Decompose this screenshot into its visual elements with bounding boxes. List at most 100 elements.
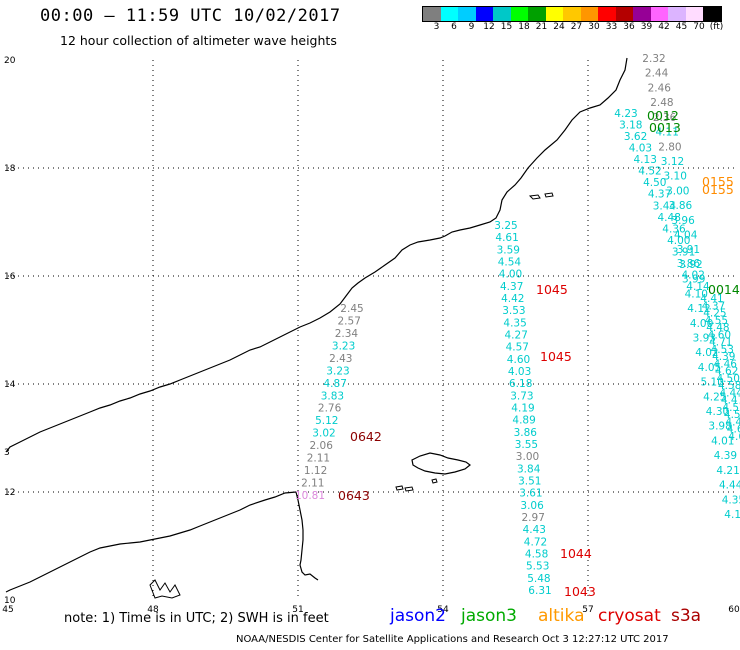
color-swatch [563, 7, 581, 21]
wave-height-value: 2.76 [318, 403, 342, 415]
small-island-b [544, 192, 554, 198]
color-swatch [475, 7, 493, 21]
color-scale-label: 9 [468, 22, 475, 32]
wave-height-value: 3.23 [326, 365, 349, 377]
small-island-c [395, 485, 404, 491]
color-scale-label: (ft) [709, 22, 724, 32]
color-swatch [423, 7, 441, 21]
color-scale-label: 24 [553, 22, 565, 32]
legend-entry-jason2: jason2 [390, 606, 446, 626]
wave-height-value: 4.14 [686, 281, 710, 293]
wave-height-value: 4.39 [714, 450, 737, 462]
color-swatch [703, 7, 721, 21]
lat-lon-grid [8, 60, 734, 600]
color-swatch [545, 7, 563, 21]
wave-height-value: 4.43 [725, 417, 740, 429]
color-swatch [440, 7, 458, 21]
wave-height-value: 4.58 [718, 380, 740, 392]
longitude-label: 45 [2, 605, 13, 615]
pass-time-label: 1045 [540, 349, 572, 364]
wave-height-value: 2.46 [648, 82, 672, 94]
wave-height-value: 4.46 [714, 358, 738, 370]
wave-height-value: 4.66 [728, 431, 740, 443]
wave-height-value: 4.05 [698, 362, 721, 374]
wave-height-value: 3.25 [494, 220, 517, 232]
color-scale-label: 70 [693, 22, 705, 32]
longitude-label: 48 [147, 605, 159, 615]
wave-height-value: 4.00 [667, 235, 690, 247]
wave-height-value: 2.44 [645, 68, 669, 80]
wave-height-value: 4.57 [506, 342, 529, 354]
wave-height-value: 3.44 [653, 200, 677, 212]
wave-height-value: 3.86 [677, 258, 701, 270]
wave-height-value: 4.00 [499, 269, 522, 281]
color-scale-label: 12 [483, 22, 495, 32]
wave-height-value: 4.36 [662, 223, 686, 235]
wave-height-value: 3.51 [518, 476, 541, 488]
wave-height-value: 2.36 [653, 112, 677, 124]
wave-height-value: 4.89 [512, 415, 535, 427]
wave-height-value: 3.59 [497, 244, 520, 256]
wave-height-value: 4.37 [702, 300, 725, 312]
wave-height-value: 5.12 [315, 415, 338, 427]
wave-height-value: 6.31 [528, 585, 551, 597]
wave-height-value: 4.00 [690, 318, 713, 330]
color-scale-label: 33 [605, 22, 618, 32]
wave-height-value: 4.42 [501, 293, 524, 305]
wave-height-value: 4.58 [525, 549, 548, 561]
units-note: note: 1) Time is in UTC; 2) SWH is in fe… [64, 611, 329, 626]
wave-height-value: 4.03 [629, 143, 652, 155]
latitude-label: 20 [4, 56, 16, 66]
wave-height-value: 3.91 [672, 246, 695, 258]
wave-height-value: 5.48 [527, 573, 550, 585]
color-scale-label: 27 [570, 22, 583, 32]
wave-height-value: 4.35 [503, 317, 526, 329]
wave-height-value: 4.37 [500, 281, 523, 293]
longitude-label: 57 [582, 605, 593, 615]
color-swatch [615, 7, 633, 21]
wave-height-value: 3.06 [520, 500, 544, 512]
wave-height-value: 3.55 [515, 439, 538, 451]
latitude-label: 14 [4, 380, 16, 390]
color-scale-label: 39 [640, 22, 653, 32]
longitude-label: 54 [437, 605, 449, 615]
wave-height-value: 2.32 [642, 53, 665, 65]
axis-tick-labels: 45 48 51 54 57 60 20 18 16 14 12 10 3 [2, 56, 740, 615]
pass-time-label: 0014 [708, 282, 740, 297]
wave-height-value: 2.48 [650, 97, 673, 109]
wave-height-value: 2.11 [301, 478, 324, 490]
map-subtitle: 12 hour collection of altimeter wave hei… [60, 33, 337, 48]
color-scale-label: 15 [500, 22, 513, 32]
pass-time-label: 0155 [702, 182, 734, 197]
wave-height-value: 4.71 [709, 337, 732, 349]
pass-time-label: 0642 [350, 429, 382, 444]
color-swatch [458, 7, 476, 21]
map-title: 00:00 – 11:59 UTC 10/02/2017 [40, 6, 341, 26]
wave-height-value: 3.84 [517, 463, 541, 475]
coastline-arabia [5, 57, 628, 453]
wave-height-value: 5.53 [526, 561, 549, 573]
wave-height-value: 3.73 [510, 390, 533, 402]
wave-height-value: 3.02 [312, 428, 335, 440]
wave-height-value: 4.02 [682, 270, 705, 282]
wave-height-value: 4.04 [674, 230, 698, 242]
wave-height-value: 4.27 [505, 330, 528, 342]
wave-height-value: 6.18 [509, 378, 532, 390]
wave-height-value: 1.12 [304, 465, 327, 477]
wave-height-value: 4.39 [712, 351, 735, 363]
wave-height-value: 3.83 [321, 390, 344, 402]
wave-height-value: 4.62 [715, 366, 738, 378]
wave-height-value: 3.93 [693, 333, 716, 345]
wave-height-value: 4.61 [727, 424, 740, 436]
wave-height-value: 4.52 [722, 402, 740, 414]
longitude-label: 60 [728, 605, 740, 615]
color-swatch [668, 7, 686, 21]
wave-height-value: 4.02 [695, 347, 718, 359]
wave-height-value: 4.60 [507, 354, 530, 366]
latitude-label: 18 [4, 164, 16, 174]
wave-height-value: 3.18 [619, 120, 642, 132]
color-swatch [580, 7, 598, 21]
wave-height-value: 3.99 [682, 274, 705, 286]
wave-height-value: 4.11 [656, 127, 679, 139]
color-swatch [493, 7, 511, 21]
